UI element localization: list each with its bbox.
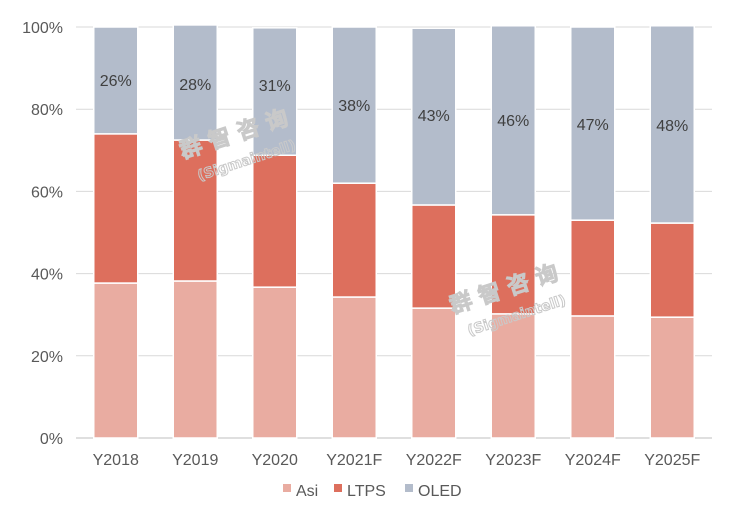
bar-asi (331, 296, 377, 439)
legend-item-oled: OLED (405, 483, 462, 500)
bar-oled (93, 26, 139, 135)
bar-asi (172, 280, 218, 439)
legend-label: OLED (418, 483, 462, 500)
bar-oled (331, 26, 377, 184)
data-labels: 26% 28% 31% 38% 43% 46% 47% 48% (100, 73, 689, 135)
bar-oled (252, 27, 298, 156)
data-label-oled: 26% (100, 73, 132, 90)
x-tick-label: Y2021F (326, 452, 382, 469)
x-tick-label: Y2020 (252, 452, 298, 469)
legend-item-asi: Asi (283, 483, 318, 500)
bar-ltps (172, 139, 218, 282)
bars (93, 24, 695, 439)
legend-item-ltps: LTPS (334, 483, 386, 500)
gridlines (76, 26, 712, 439)
data-label-oled: 38% (338, 98, 370, 115)
data-label-oled: 46% (497, 113, 529, 130)
x-tick-label: Y2023F (485, 452, 541, 469)
y-tick-label: 100% (22, 20, 63, 37)
y-tick-label: 40% (31, 267, 63, 284)
bar-oled (490, 25, 536, 216)
y-tick-label: 0% (40, 431, 63, 448)
bar-ltps (331, 182, 377, 298)
bar-oled (172, 24, 218, 141)
legend-swatch (283, 484, 291, 492)
y-tick-label: 60% (31, 184, 63, 201)
bar-asi (252, 286, 298, 439)
legend: Asi LTPS OLED (283, 483, 462, 500)
bar-asi (93, 282, 139, 439)
bar-ltps (570, 219, 616, 317)
y-axis-ticks: 0% 20% 40% 60% 80% 100% (22, 20, 63, 448)
bar-asi (490, 313, 536, 439)
bar-ltps (649, 222, 695, 318)
legend-swatch (405, 484, 413, 492)
x-tick-label: Y2018 (93, 452, 139, 469)
x-tick-label: Y2022F (406, 452, 462, 469)
bar-asi (411, 307, 457, 439)
bar-oled (570, 26, 616, 221)
x-axis-ticks: Y2018 Y2019 Y2020 Y2021F Y2022F Y2023F Y2024F Y… (93, 452, 701, 469)
y-tick-label: 80% (31, 102, 63, 119)
data-label-oled: 28% (179, 77, 211, 94)
y-tick-label: 20% (31, 349, 63, 366)
bar-ltps (411, 204, 457, 309)
legend-label: LTPS (347, 483, 386, 500)
x-tick-label: Y2019 (172, 452, 218, 469)
bar-ltps (93, 133, 139, 284)
legend-label: Asi (296, 483, 318, 500)
x-tick-label: Y2025F (644, 452, 700, 469)
bar-oled (411, 27, 457, 206)
bar-oled (649, 25, 695, 224)
legend-swatch (334, 484, 342, 492)
data-label-oled: 48% (656, 118, 688, 135)
x-tick-label: Y2024F (565, 452, 621, 469)
data-label-oled: 43% (418, 108, 450, 125)
data-label-oled: 47% (577, 117, 609, 134)
bar-asi (570, 315, 616, 439)
data-label-oled: 31% (259, 78, 291, 95)
bar-ltps (252, 154, 298, 288)
bar-asi (649, 316, 695, 439)
